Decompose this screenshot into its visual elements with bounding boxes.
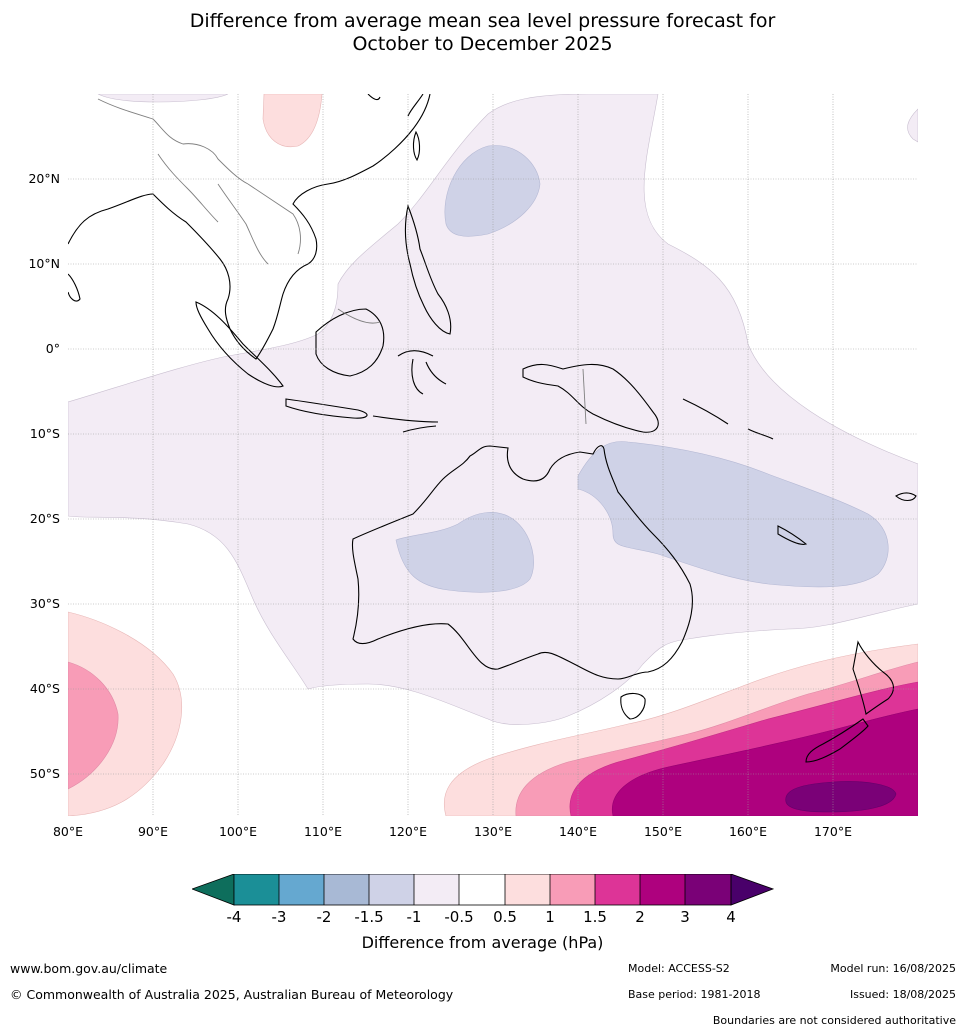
- colorbar-extend-high: [730, 873, 775, 906]
- new-guinea-coastline: [522, 363, 659, 433]
- issued-date: Issued: 18/08/2025: [849, 988, 956, 1001]
- colorbar-swatch-m05-p05: [459, 874, 505, 905]
- coastlines: [68, 94, 917, 763]
- lon-label-110e: 110°E: [303, 824, 342, 839]
- korea-japan-coastline: [367, 94, 424, 117]
- colorbar-swatch-m2-m15: [324, 874, 369, 905]
- colorbar-outline: [233, 873, 732, 906]
- country-borders: [97, 98, 587, 425]
- asia-mainland-coastline: [68, 94, 431, 360]
- lon-label-160e: 160°E: [728, 824, 767, 839]
- map-title: Difference from average mean sea level p…: [0, 10, 965, 56]
- anomaly-region-m15-m1-australia: [395, 512, 534, 593]
- colorbar-swatch-p05-p1: [505, 874, 550, 905]
- sulawesi-coastline: [397, 350, 447, 395]
- colorbar-tick: 2: [635, 908, 645, 926]
- anomaly-region-m1-m05-north: [97, 94, 229, 103]
- colorbar-tick: 0.5: [493, 908, 517, 926]
- colorbar-tick: -2: [316, 908, 332, 926]
- taiwan-coastline: [412, 130, 421, 162]
- sri-lanka-coastline: [68, 273, 81, 302]
- title-line-2: October to December 2025: [352, 33, 613, 55]
- lat-label-0: 0°: [45, 341, 60, 356]
- lon-label-150e: 150°E: [643, 824, 682, 839]
- copyright-text: © Commonwealth of Australia 2025, Austra…: [10, 987, 454, 1002]
- colorbar-tick: -4: [226, 908, 242, 926]
- model-name: Model: ACCESS-S2: [628, 962, 730, 975]
- new-zealand-north-coastline: [852, 640, 894, 715]
- colorbar-dividers: [278, 874, 686, 905]
- gridlines: [68, 94, 918, 816]
- lon-label-170e: 170°E: [813, 824, 852, 839]
- colorbar-tick: -1.5: [354, 908, 384, 926]
- colorbar-swatch-p15-p2: [595, 874, 640, 905]
- lat-label-20s: 20°S: [29, 511, 60, 526]
- anomaly-region-p3-p4: [785, 781, 897, 813]
- colorbar-tick: 1: [545, 908, 555, 926]
- colorbar-tick: -1: [406, 908, 422, 926]
- lat-label-10s: 10°S: [29, 426, 60, 441]
- colorbar-swatch-m15-m1: [369, 874, 414, 905]
- lon-label-130e: 130°E: [473, 824, 512, 839]
- colorbar-tick: 1.5: [583, 908, 607, 926]
- model-run-date: Model run: 16/08/2025: [830, 962, 956, 975]
- colorbar-tick: 3: [680, 908, 690, 926]
- australia-coastline: [351, 445, 693, 680]
- boundaries-disclaimer: Boundaries are not considered authoritat…: [712, 1014, 956, 1027]
- lesser-sunda-coastline: [372, 415, 439, 433]
- anomaly-region-m15-m1-philippine-sea: [444, 145, 541, 237]
- tasmania-coastline: [620, 692, 646, 720]
- colorbar-extend-low: [190, 873, 235, 906]
- philippines-coastline: [404, 204, 452, 335]
- website-link[interactable]: www.bom.gov.au/climate: [10, 961, 168, 976]
- lat-label-50s: 50°S: [29, 766, 60, 781]
- colorbar-svg: [190, 873, 775, 906]
- map-svg: [68, 94, 918, 816]
- fiji-coastline: [895, 492, 917, 502]
- anomaly-region-m1-m05-east: [907, 108, 918, 143]
- colorbar: [190, 873, 775, 908]
- lon-label-140e: 140°E: [558, 824, 597, 839]
- colorbar-swatch-m1-m05: [414, 874, 459, 905]
- colorbar-title: Difference from average (hPa): [361, 933, 604, 952]
- colorbar-tick: -3: [271, 908, 287, 926]
- pressure-anomaly-map: [68, 94, 918, 816]
- lat-label-30s: 30°S: [29, 596, 60, 611]
- sumatra-coastline: [195, 301, 284, 388]
- colorbar-tick: -0.5: [444, 908, 474, 926]
- java-coastline: [285, 398, 368, 419]
- lat-label-20n: 20°N: [28, 171, 60, 186]
- title-line-1: Difference from average mean sea level p…: [189, 10, 776, 32]
- anomaly-region-m15-m1-coral-sea: [577, 441, 889, 588]
- anomaly-region-p1-p15-west: [68, 661, 119, 790]
- colorbar-swatch-p3-p4: [685, 874, 731, 905]
- lat-label-10n: 10°N: [28, 256, 60, 271]
- colorbar-swatch-p2-p3: [640, 874, 685, 905]
- lon-label-120e: 120°E: [388, 824, 427, 839]
- borneo-coastline: [315, 308, 385, 377]
- lat-label-40s: 40°S: [29, 681, 60, 696]
- base-period: Base period: 1981-2018: [628, 988, 761, 1001]
- lon-label-100e: 100°E: [218, 824, 257, 839]
- colorbar-swatch-m3-m2: [279, 874, 324, 905]
- new-zealand-south-coastline: [805, 718, 869, 763]
- colorbar-swatch-p1-p15: [550, 874, 595, 905]
- colorbar-tick: 4: [726, 908, 736, 926]
- vanuatu-solomons-coastline: [682, 398, 774, 440]
- anomaly-region-p05-p1-china: [262, 94, 323, 148]
- lon-label-80e: 80°E: [52, 824, 84, 839]
- colorbar-swatch-m4-m3: [234, 874, 279, 905]
- lon-label-90e: 90°E: [137, 824, 169, 839]
- new-caledonia-coastline: [777, 525, 808, 545]
